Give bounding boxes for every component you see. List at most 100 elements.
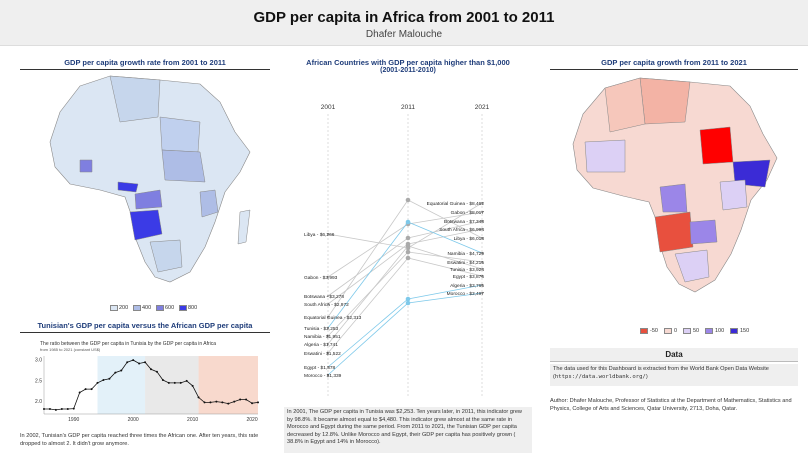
slope-point-2021 — [481, 237, 483, 239]
x-tick-label: 2000 — [128, 417, 139, 423]
band-2011-2021 — [198, 356, 258, 414]
slope-point-2001 — [327, 303, 329, 305]
slope-point-2021 — [481, 211, 483, 213]
ratio-point — [209, 401, 212, 404]
legend-label-150: 150 — [740, 328, 750, 334]
band-2002-2011 — [145, 356, 199, 414]
page-title: GDP per capita in Africa from 2001 to 20… — [253, 9, 555, 26]
left-map-title: GDP per capita growth rate from 2001 to … — [20, 58, 270, 70]
left-country-label: Egypt - $1,378 — [304, 365, 336, 371]
slope-point-2021 — [481, 228, 483, 230]
author-name: Dhafer Malouche — [365, 29, 443, 40]
slope-point-2001 — [327, 352, 329, 354]
legend-label-200: 200 — [119, 305, 129, 311]
legend-swatch-150 — [730, 328, 738, 334]
right-country-label: Libya - $6,018 — [454, 236, 485, 242]
ratio-point — [66, 408, 69, 411]
right-country-label: South Africa - $6,994 — [439, 227, 484, 233]
right-country-label: Equatorial Guinea - $8,462 — [427, 201, 485, 207]
africa-growth-map-2001-2011[interactable] — [40, 72, 260, 297]
left-country-label: Eswatini - $1,522 — [304, 351, 341, 357]
ratio-point — [96, 381, 99, 384]
right-country-label: Eswatini - $4,215 — [447, 260, 484, 266]
ratio-point — [173, 381, 176, 384]
legend-label-800: 800 — [188, 305, 198, 311]
ratio-point — [48, 408, 51, 411]
data-section-title: Data — [550, 348, 798, 362]
legend-swatch-minus50 — [640, 328, 648, 334]
data-text-end: ) — [645, 373, 648, 380]
slope-chart-title: African Countries with GDP per capita hi… — [306, 58, 510, 67]
slope-point-2011 — [405, 296, 411, 302]
slope-point-2021 — [481, 261, 483, 263]
legend-label-100: 100 — [715, 328, 725, 334]
slope-line — [327, 292, 483, 376]
tunisia-note: In 2002, Tunisian's GDP per capita reach… — [20, 433, 259, 447]
left-country-label: Botswana - $3,278 — [304, 294, 344, 300]
left-country-label: Equatorial Guinea - $2,313 — [304, 315, 362, 321]
slope-point-2011 — [405, 249, 411, 255]
slope-note: In 2001, The GDP per capita in Tunisia w… — [284, 407, 532, 453]
left-country-label: Morocco - $1,339 — [304, 373, 342, 379]
ratio-line-chart: 2.0 2.5 3.0 1990 2000 2010 2020 — [35, 356, 259, 423]
slope-point-2001 — [327, 343, 329, 345]
ratio-point — [161, 379, 164, 382]
slope-point-2001 — [327, 327, 329, 329]
ratio-point — [108, 377, 111, 380]
legend-label-minus50: -50 — [650, 328, 658, 334]
ratio-point — [78, 391, 81, 394]
worldbank-link[interactable]: https://data.worldbank.org/ — [554, 373, 646, 380]
slope-point-2001 — [327, 233, 329, 235]
ratio-point — [221, 401, 224, 404]
ratio-point — [239, 398, 242, 401]
slope-point-2001 — [327, 295, 329, 297]
right-country-label: Egypt - $3,876 — [453, 274, 485, 280]
slope-point-2011 — [405, 235, 411, 241]
ratio-point — [185, 379, 188, 382]
legend-swatch-400 — [133, 305, 141, 311]
ratio-point — [54, 408, 57, 411]
legend-swatch-100 — [705, 328, 713, 334]
year-label-2001: 2001 — [321, 104, 336, 111]
slope-point-2021 — [481, 292, 483, 294]
legend-label-400: 400 — [142, 305, 152, 311]
year-label-2011: 2011 — [401, 104, 415, 111]
ratio-point — [245, 398, 248, 401]
legend-swatch-200 — [110, 305, 118, 311]
ratio-point — [155, 370, 158, 373]
slope-point-2011 — [405, 197, 411, 203]
africa-growth-map-2011-2021[interactable] — [565, 72, 785, 317]
y-tick-label: 2.5 — [35, 378, 42, 384]
slope-chart-subtitle: (2001-2011-2010) — [380, 67, 436, 74]
ratio-point — [138, 362, 141, 365]
ratio-point — [179, 381, 182, 384]
right-map-title: GDP per capita growth from 2011 to 2021 — [550, 58, 798, 70]
ratio-point — [191, 384, 194, 387]
legend-label-600: 600 — [165, 305, 175, 311]
year-label-2021: 2021 — [475, 104, 490, 111]
slope-point-2011 — [405, 219, 411, 225]
ratio-point — [150, 368, 152, 371]
band-1994-2002 — [97, 356, 146, 414]
x-tick-label: 2010 — [187, 417, 198, 423]
slope-point-2021 — [481, 252, 483, 254]
y-tick-label: 2.0 — [35, 399, 42, 405]
ratio-point — [144, 361, 147, 364]
right-country-label: Botswana - $7,348 — [444, 219, 484, 225]
data-description: The data used for this Dashboard is extr… — [550, 364, 798, 386]
legend-label-0: 0 — [674, 328, 678, 334]
ratio-point — [257, 401, 259, 404]
slope-point-2021 — [481, 275, 483, 277]
ratio-point — [114, 371, 117, 374]
slope-point-2001 — [327, 316, 329, 318]
ratio-point — [84, 388, 87, 391]
left-country-label: Namibia - $1,951 — [304, 334, 341, 340]
legend-swatch-800 — [179, 305, 187, 311]
slope-point-2021 — [481, 220, 483, 222]
legend-label-50: 50 — [693, 328, 700, 334]
right-country-label: Morocco - $3,497 — [447, 291, 485, 297]
right-country-label: Namibia - $4,729 — [447, 251, 484, 257]
slope-point-2021 — [481, 202, 483, 204]
right-country-label: Tunisia - $3,924 — [450, 267, 485, 273]
ratio-point — [120, 369, 123, 372]
